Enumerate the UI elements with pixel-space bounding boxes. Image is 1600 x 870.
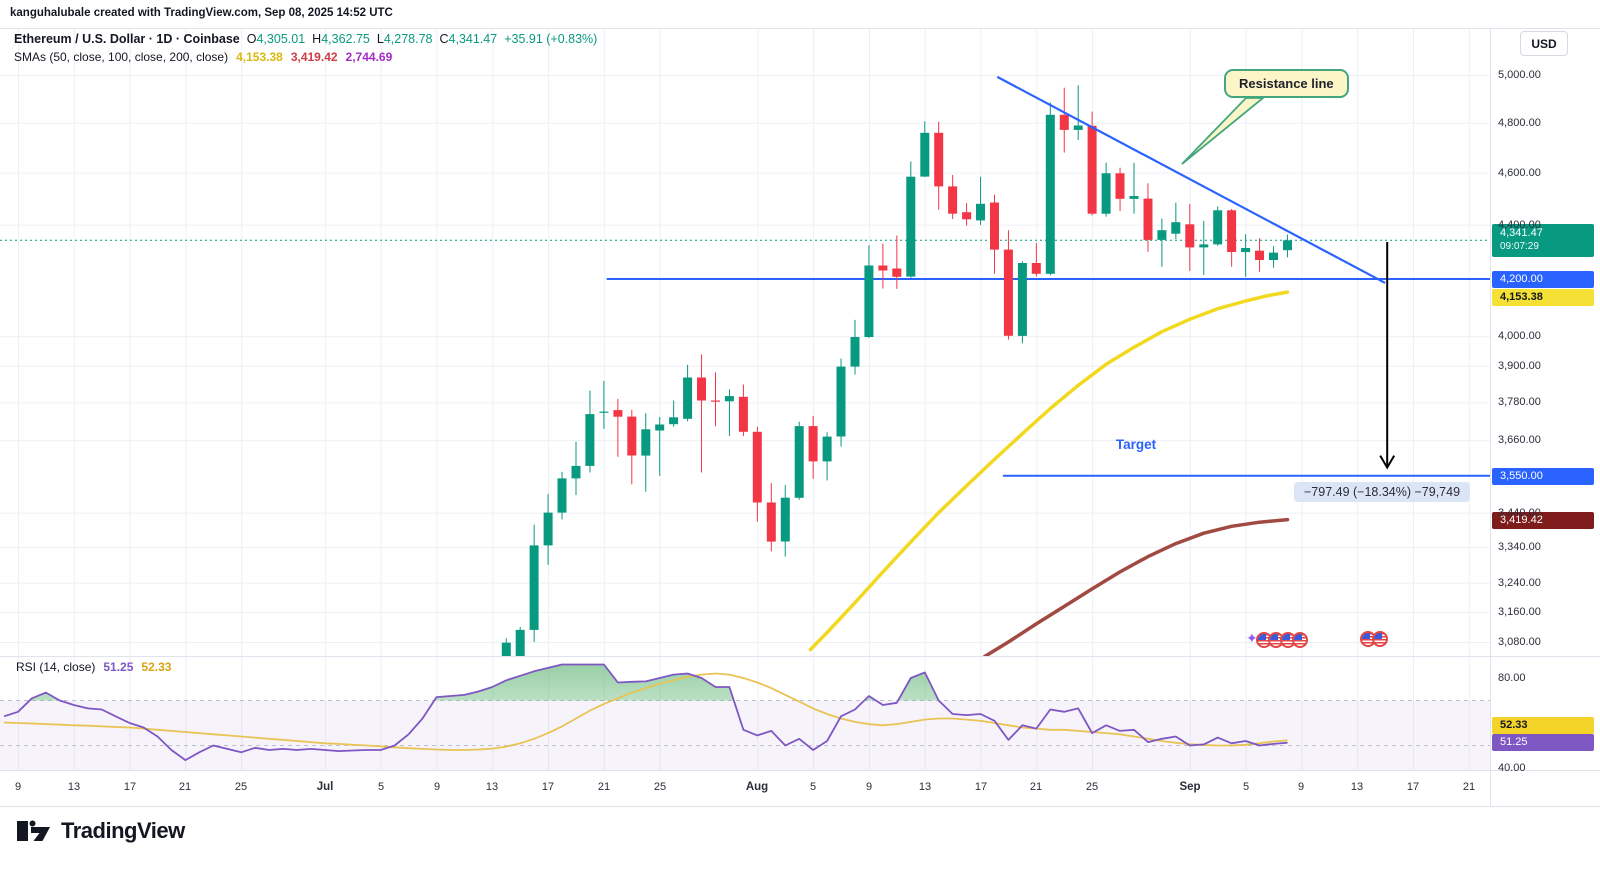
tradingview-logo-text: TradingView [61,818,185,843]
resistance-line-callout[interactable]: Resistance line [1224,69,1349,98]
tradingview-logo[interactable]: TradingView [16,816,185,846]
resistance-trendline[interactable] [996,75,1386,284]
callout-tail [1181,97,1266,165]
rsi-ma-line [4,672,1288,751]
pane-separators [0,28,1600,807]
rsi-band [0,700,1490,770]
tradingview-logo-mark [17,820,50,841]
candles-series [501,85,1292,656]
currency-toggle-button[interactable]: USD [1520,31,1568,56]
sma-50-line [808,290,1290,652]
measurement-label[interactable]: −797.49 (−18.34%) −79,749 [1294,482,1471,502]
sma-100-line [983,517,1290,656]
rsi-line [3,663,1288,761]
measure-arrow[interactable] [1379,242,1396,470]
rsi-overbought-fill [4,664,1288,701]
